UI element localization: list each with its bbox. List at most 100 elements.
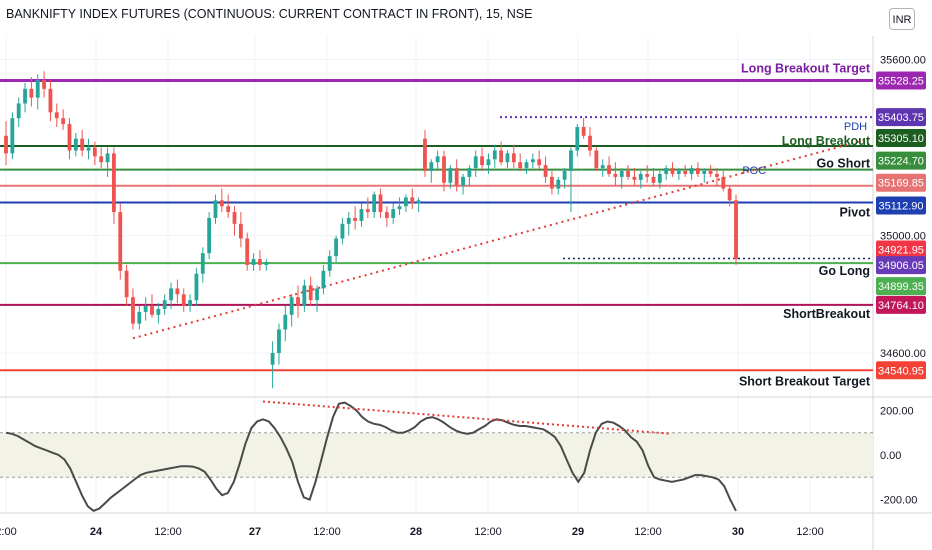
- candle: [353, 206, 358, 230]
- candle-body: [340, 223, 345, 239]
- candle-body: [670, 168, 675, 174]
- candle-body: [207, 217, 212, 254]
- candle-body: [530, 159, 535, 163]
- candle-body: [226, 206, 231, 213]
- candle-body: [480, 156, 484, 166]
- candle: [112, 147, 116, 224]
- price-tick-label: 34600.00: [880, 348, 926, 360]
- candle-body: [194, 273, 199, 301]
- candle: [245, 232, 250, 271]
- oscillator-tick-label: -200.00: [880, 495, 917, 507]
- price-badge: [876, 173, 926, 192]
- candle-body: [353, 217, 358, 221]
- chart-title: BANKNIFTY INDEX FUTURES (CONTINUOUS: CUR…: [6, 7, 533, 21]
- candle: [727, 185, 732, 207]
- time-tick-label: 30: [732, 526, 744, 538]
- candle-body: [92, 147, 97, 157]
- candle-body: [308, 285, 313, 301]
- candle: [670, 162, 675, 177]
- currency-button[interactable]: INR: [889, 8, 915, 30]
- candle-body: [67, 124, 72, 151]
- candle-body: [118, 212, 123, 271]
- candle: [226, 194, 231, 218]
- candle-body: [505, 153, 510, 163]
- candle-body: [524, 162, 529, 169]
- candle-body: [232, 212, 237, 224]
- candle: [207, 212, 212, 260]
- candle-body: [613, 173, 618, 177]
- candle: [664, 165, 669, 180]
- candle: [435, 150, 440, 172]
- candle: [4, 121, 8, 166]
- candle-body: [48, 88, 53, 113]
- candle-body: [315, 288, 319, 301]
- price-badge: [876, 196, 926, 215]
- candle: [327, 250, 332, 277]
- candle: [702, 168, 707, 183]
- candle-body: [346, 217, 351, 224]
- time-tick-label: 12:00: [154, 526, 182, 538]
- candle: [645, 165, 650, 183]
- candle: [448, 165, 453, 189]
- candle: [308, 276, 313, 307]
- candle: [131, 288, 135, 330]
- candle: [118, 203, 123, 280]
- candle: [251, 253, 256, 271]
- candle-body: [219, 200, 224, 207]
- time-tick-label: 2:00: [0, 526, 17, 538]
- price-badge: [876, 295, 926, 314]
- price-badge: [876, 361, 926, 380]
- candle: [156, 303, 161, 324]
- candle: [86, 138, 91, 160]
- candle-body: [543, 165, 548, 177]
- price-badge-label: 35224.70: [878, 156, 924, 168]
- candle: [588, 126, 592, 157]
- candle-body: [150, 306, 154, 315]
- candle: [105, 147, 110, 177]
- candle-body: [365, 209, 370, 213]
- candle: [397, 197, 402, 216]
- candle-body: [156, 308, 161, 315]
- candle-body: [258, 259, 262, 265]
- candle-body: [486, 159, 491, 166]
- candle-body: [283, 314, 288, 330]
- price-tick-label: 35000.00: [880, 231, 926, 243]
- candle-body: [99, 156, 104, 163]
- candle-body: [169, 288, 173, 301]
- candle: [404, 194, 408, 213]
- candle: [626, 165, 630, 180]
- level-label: ShortBreakout: [783, 307, 871, 321]
- candle: [715, 168, 719, 186]
- candle: [277, 323, 281, 365]
- candle: [569, 147, 573, 213]
- candle: [42, 71, 46, 98]
- candle: [632, 168, 637, 186]
- price-badge-label: 35112.90: [878, 200, 923, 212]
- candle: [162, 294, 167, 315]
- price-badge-label: 34906.05: [878, 260, 924, 272]
- candle: [384, 206, 389, 227]
- candle-body: [105, 153, 110, 163]
- candle-body: [80, 138, 85, 151]
- candle-body: [537, 159, 542, 166]
- candle-body: [619, 171, 624, 177]
- candle: [124, 264, 129, 307]
- time-tick-label: 12:00: [634, 526, 662, 538]
- candle-body: [696, 168, 700, 174]
- candle-body: [270, 352, 275, 365]
- candle: [473, 150, 478, 177]
- candle: [365, 197, 370, 218]
- candle-body: [600, 165, 605, 169]
- candle-body: [715, 173, 719, 177]
- candle: [378, 188, 383, 218]
- candle: [543, 156, 548, 183]
- candle-body: [550, 176, 554, 189]
- candle: [594, 147, 599, 172]
- candle: [524, 159, 529, 174]
- candle-body: [181, 294, 186, 307]
- level-label: Short Breakout Target: [739, 374, 871, 388]
- oscillator-tick-label: 0.00: [880, 450, 901, 462]
- candle-body: [372, 194, 377, 213]
